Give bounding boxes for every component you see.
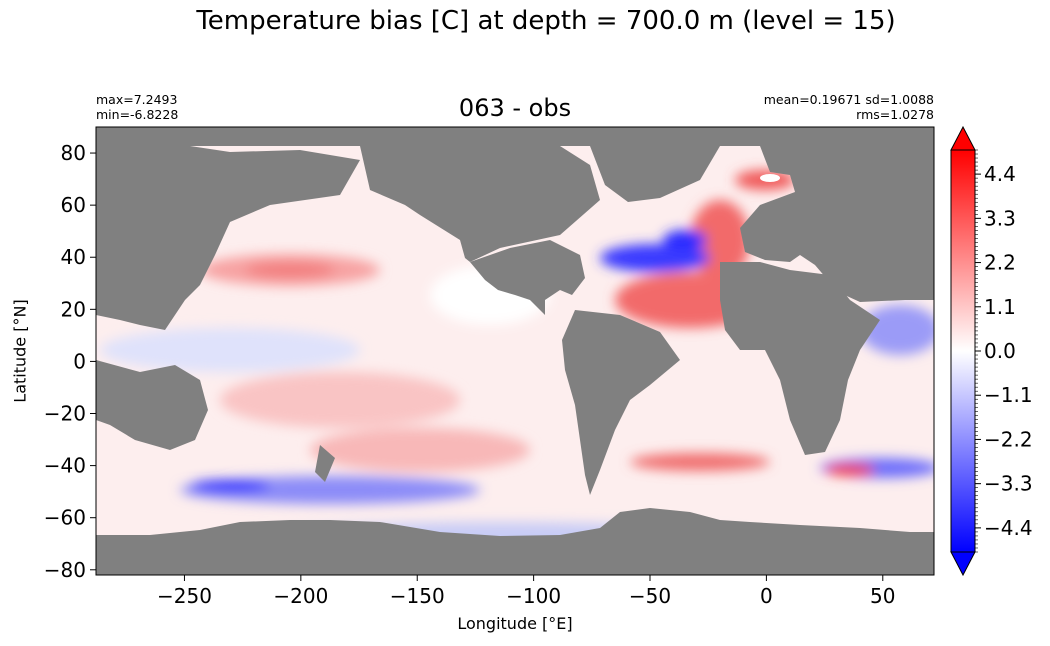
eurasia-africa-land: [740, 146, 934, 302]
kuroshio-warm-core: [245, 262, 335, 278]
stat-max: max=7.2493: [96, 92, 178, 107]
y-tick-label: 80: [61, 141, 86, 165]
x-tick-label: −50: [629, 584, 671, 608]
arctic-land-strip: [96, 127, 934, 146]
arabian-sea-cool-bias: [860, 305, 934, 355]
figure-suptitle: Temperature bias [C] at depth = 700.0 m …: [196, 6, 896, 36]
colorbar-extend-min: [950, 551, 976, 577]
new-zealand-land: [315, 445, 335, 482]
colorbar-tick-label: 2.2: [984, 251, 1016, 275]
x-tick-label: −200: [273, 584, 328, 608]
colorbar-tick-label: 4.4: [984, 162, 1016, 186]
y-axis-ticks: 80 60 40 20 0 −20 −40 −60 −80: [44, 141, 96, 582]
y-tick-label: 60: [61, 193, 86, 217]
colorbar-ticks: 4.4 3.3 2.2 1.1 0.0 −1.1 −2.2 −3.3 −4.4: [975, 149, 1033, 553]
north-america-land: [360, 146, 600, 262]
x-tick-label: −150: [390, 584, 445, 608]
gulf-stream-cold-bias: [600, 244, 710, 272]
panel-title: 063 - obs: [458, 94, 572, 122]
colorbar-tick-label: −2.2: [984, 427, 1033, 451]
x-axis-ticks: −250 −200 −150 −100 −50 0 50: [157, 575, 896, 608]
greenland-land: [590, 146, 720, 202]
y-tick-label: −80: [44, 558, 86, 582]
stat-mean-sd: mean=0.19671 sd=1.0088: [763, 92, 934, 107]
south-america-land: [562, 310, 680, 495]
eurasia-west-land: [96, 146, 360, 330]
x-tick-label: −250: [157, 584, 212, 608]
stats-right: mean=0.19671 sd=1.0088 rms=1.0278: [720, 92, 934, 122]
y-tick-label: −60: [44, 506, 86, 530]
colorbar-tick-label: −1.1: [984, 383, 1033, 407]
colorbar: 4.4 3.3 2.2 1.1 0.0 −1.1 −2.2 −3.3 −4.4: [950, 125, 1033, 577]
x-tick-label: −100: [506, 584, 561, 608]
stat-rms: rms=1.0278: [856, 107, 934, 122]
map-layer: [96, 127, 934, 575]
y-tick-label: 0: [73, 349, 86, 373]
stats-left: max=7.2493 min=-6.8228: [96, 92, 178, 122]
colorbar-tick-label: 1.1: [984, 295, 1016, 319]
africa-land: [720, 262, 880, 455]
south-pacific-warm-bias: [220, 372, 460, 428]
y-tick-label: −40: [44, 454, 86, 478]
y-tick-label: −20: [44, 402, 86, 426]
antarctica-land: [96, 508, 934, 575]
y-tick-label: 20: [61, 297, 86, 321]
south-pacific-warm-band: [310, 428, 530, 472]
colorbar-tick-label: −4.4: [984, 516, 1033, 540]
stat-min: min=-6.8228: [96, 107, 179, 122]
map-frame: [95, 126, 935, 576]
colorbar-extend-max: [950, 125, 976, 151]
x-tick-label: 50: [870, 584, 895, 608]
gulf-stream-cold-core: [663, 230, 707, 250]
southern-ocean-cold-core: [190, 480, 270, 492]
nordic-seas-white-spot: [760, 174, 780, 182]
colorbar-tick-label: 0.0: [984, 339, 1016, 363]
land-masks: [96, 127, 934, 575]
colorbar-tick-label: −3.3: [984, 472, 1033, 496]
agulhas-warm-spot: [825, 464, 875, 476]
x-tick-label: 0: [760, 584, 773, 608]
colorbar-tick-label: 3.3: [984, 206, 1016, 230]
indian-ocean-cool-bias: [100, 328, 360, 372]
australia-land: [96, 360, 208, 450]
x-axis-label: Longitude [°E]: [457, 614, 573, 633]
central-america-land: [470, 240, 585, 315]
y-tick-label: 40: [61, 245, 86, 269]
colorbar-gradient: [951, 150, 975, 552]
south-atlantic-warm-band: [630, 453, 770, 471]
